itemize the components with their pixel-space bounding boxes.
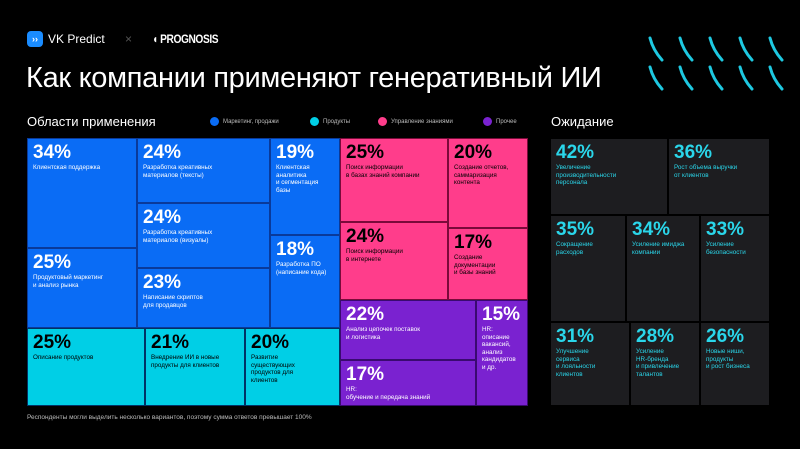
decorative-stripes-icon	[648, 36, 784, 91]
tile-percent: 31%	[556, 326, 595, 347]
treemap-tile: 24% Разработка креативных материалов (виз…	[137, 203, 270, 268]
tile-label: Создание документации и базы знаний	[454, 254, 496, 276]
tile-label: Описание продуктов	[33, 354, 94, 361]
tile-label: Написание скриптов для продавцов	[143, 294, 203, 309]
tile-label: Разработка креативных материалов (тексты…	[143, 164, 213, 179]
treemap-tile: 24% Разработка креативных материалов (тек…	[137, 138, 270, 203]
tile-label: Усиление имиджа компании	[632, 241, 685, 256]
tile-percent: 17%	[346, 364, 385, 385]
prognosis-logo-text: PROGNOSIS	[160, 32, 219, 46]
vk-predict-logo-icon: ››	[27, 31, 43, 47]
tile-percent: 15%	[482, 304, 521, 325]
tile-percent: 19%	[276, 142, 315, 163]
tile-percent: 34%	[632, 219, 671, 240]
treemap-tile: 19% Клиентская аналитика и сегментация ба…	[270, 138, 340, 235]
tile-percent: 18%	[276, 239, 315, 260]
tile-percent: 25%	[346, 142, 385, 163]
tile-label: HR: обучение и передача знаний	[346, 386, 431, 401]
treemap-tile: 24% Поиск информации в интернете	[340, 222, 448, 300]
tile-percent: 25%	[33, 252, 72, 273]
tile-label: Сокращение расходов	[556, 241, 593, 256]
treemap-tile: 25% Продуктовый маркетинг и анализ рынка	[27, 248, 137, 328]
tile-label: Разработка креативных материалов (визуал…	[143, 229, 213, 244]
treemap-tile: 26% Новые ниши, продукты и рост бизнеса	[700, 322, 770, 406]
legend-label: Продукты	[323, 118, 351, 125]
legend-dot	[310, 117, 319, 126]
tile-percent: 21%	[151, 332, 190, 353]
treemap-tile: 22% Анализ цепочек поставок и логистика	[340, 300, 476, 360]
legend-dot	[378, 117, 387, 126]
expectation-heading: Ожидание	[551, 114, 614, 129]
treemap-tile: 36% Рост объема выручки от клиентов	[668, 138, 770, 215]
tile-percent: 25%	[33, 332, 72, 353]
tile-percent: 23%	[143, 272, 182, 293]
treemap-tile: 35% Сокращение расходов	[550, 215, 626, 322]
legend-label: Управление знаниями	[391, 118, 453, 125]
legend-dot	[483, 117, 492, 126]
separator: ×	[125, 32, 133, 46]
tile-percent: 24%	[346, 226, 385, 247]
legend-item: Маркетинг, продажи	[210, 117, 279, 126]
page-title: Как компании применяют генеративный ИИ	[26, 62, 602, 94]
legend-label: Прочее	[496, 118, 517, 125]
prognosis-logo: ◖ PROGNOSIS	[152, 32, 219, 46]
tile-percent: 35%	[556, 219, 595, 240]
tile-label: Усиление безопасности	[706, 241, 746, 256]
treemap-tile: 31% Улучшение сервиса и лояльности клиент…	[550, 322, 630, 406]
vk-predict-logo: VK Predict	[48, 32, 105, 46]
tile-percent: 34%	[33, 142, 72, 163]
tile-label: HR: описание вакансий, анализ кандидатов…	[482, 326, 516, 371]
tile-label: Усиление HR-бренда и привлечение таланто…	[636, 348, 680, 378]
tile-label: Поиск информации в базах знаний компании	[346, 164, 420, 179]
tile-label: Клиентская аналитика и сегментация базы	[276, 164, 319, 194]
treemap-tile: 23% Написание скриптов для продавцов	[137, 268, 270, 328]
treemap-tile: 15% HR: описание вакансий, анализ кандида…	[476, 300, 528, 406]
treemap-tile: 34% Клиентская поддержка	[27, 138, 137, 248]
tile-percent: 36%	[674, 142, 713, 163]
tile-percent: 26%	[706, 326, 745, 347]
tile-label: Увеличение производительности персонала	[556, 164, 617, 186]
treemap-tile: 21% Внедрение ИИ в новые продукты для кли…	[145, 328, 245, 406]
legend-label: Маркетинг, продажи	[223, 118, 279, 125]
tile-percent: 17%	[454, 232, 493, 253]
tile-percent: 24%	[143, 142, 182, 163]
tile-label: Анализ цепочек поставок и логистика	[346, 326, 421, 341]
treemap-tile: 17% Создание документации и базы знаний	[448, 228, 528, 300]
treemap-tile: 28% Усиление HR-бренда и привлечение тала…	[630, 322, 700, 406]
tile-label: Рост объема выручки от клиентов	[674, 164, 738, 179]
tile-label: Поиск информации в интернете	[346, 248, 403, 263]
treemap-tile: 34% Усиление имиджа компании	[626, 215, 700, 322]
treemap-tile: 20% Развитие существующих продуктов для к…	[245, 328, 340, 406]
tile-percent: 22%	[346, 304, 385, 325]
treemap-tile: 25% Поиск информации в базах знаний компа…	[340, 138, 448, 222]
treemap-tile: 20% Создание отчетов, саммаризация контен…	[448, 138, 528, 228]
treemap-tile: 25% Описание продуктов	[27, 328, 145, 406]
tile-percent: 20%	[251, 332, 290, 353]
footnote: Респонденты могли выделить несколько вар…	[27, 414, 312, 421]
tile-percent: 33%	[706, 219, 745, 240]
treemap-tile: 18% Разработка ПО (написание кода)	[270, 235, 340, 328]
tile-label: Разработка ПО (написание кода)	[276, 261, 327, 276]
legend-item: Управление знаниями	[378, 117, 453, 126]
tile-percent: 28%	[636, 326, 675, 347]
tile-label: Новые ниши, продукты и рост бизнеса	[706, 348, 750, 370]
legend-item: Прочее	[483, 117, 517, 126]
tile-label: Создание отчетов, саммаризация контента	[454, 164, 509, 186]
tile-label: Внедрение ИИ в новые продукты для клиент…	[151, 354, 220, 369]
tile-label: Развитие существующих продуктов для клие…	[251, 354, 295, 384]
tile-label: Клиентская поддержка	[33, 164, 101, 171]
tile-label: Продуктовый маркетинг и анализ рынка	[33, 274, 104, 289]
tile-percent: 20%	[454, 142, 493, 163]
legend-dot	[210, 117, 219, 126]
tile-percent: 24%	[143, 207, 182, 228]
usage-heading: Области применения	[27, 114, 156, 129]
treemap-tile: 17% HR: обучение и передача знаний	[340, 360, 476, 406]
tile-label: Улучшение сервиса и лояльности клиентов	[556, 348, 596, 378]
treemap-tile: 42% Увеличение производительности персона…	[550, 138, 668, 215]
treemap-tile: 33% Усиление безопасности	[700, 215, 770, 322]
legend-item: Продукты	[310, 117, 350, 126]
tile-percent: 42%	[556, 142, 595, 163]
